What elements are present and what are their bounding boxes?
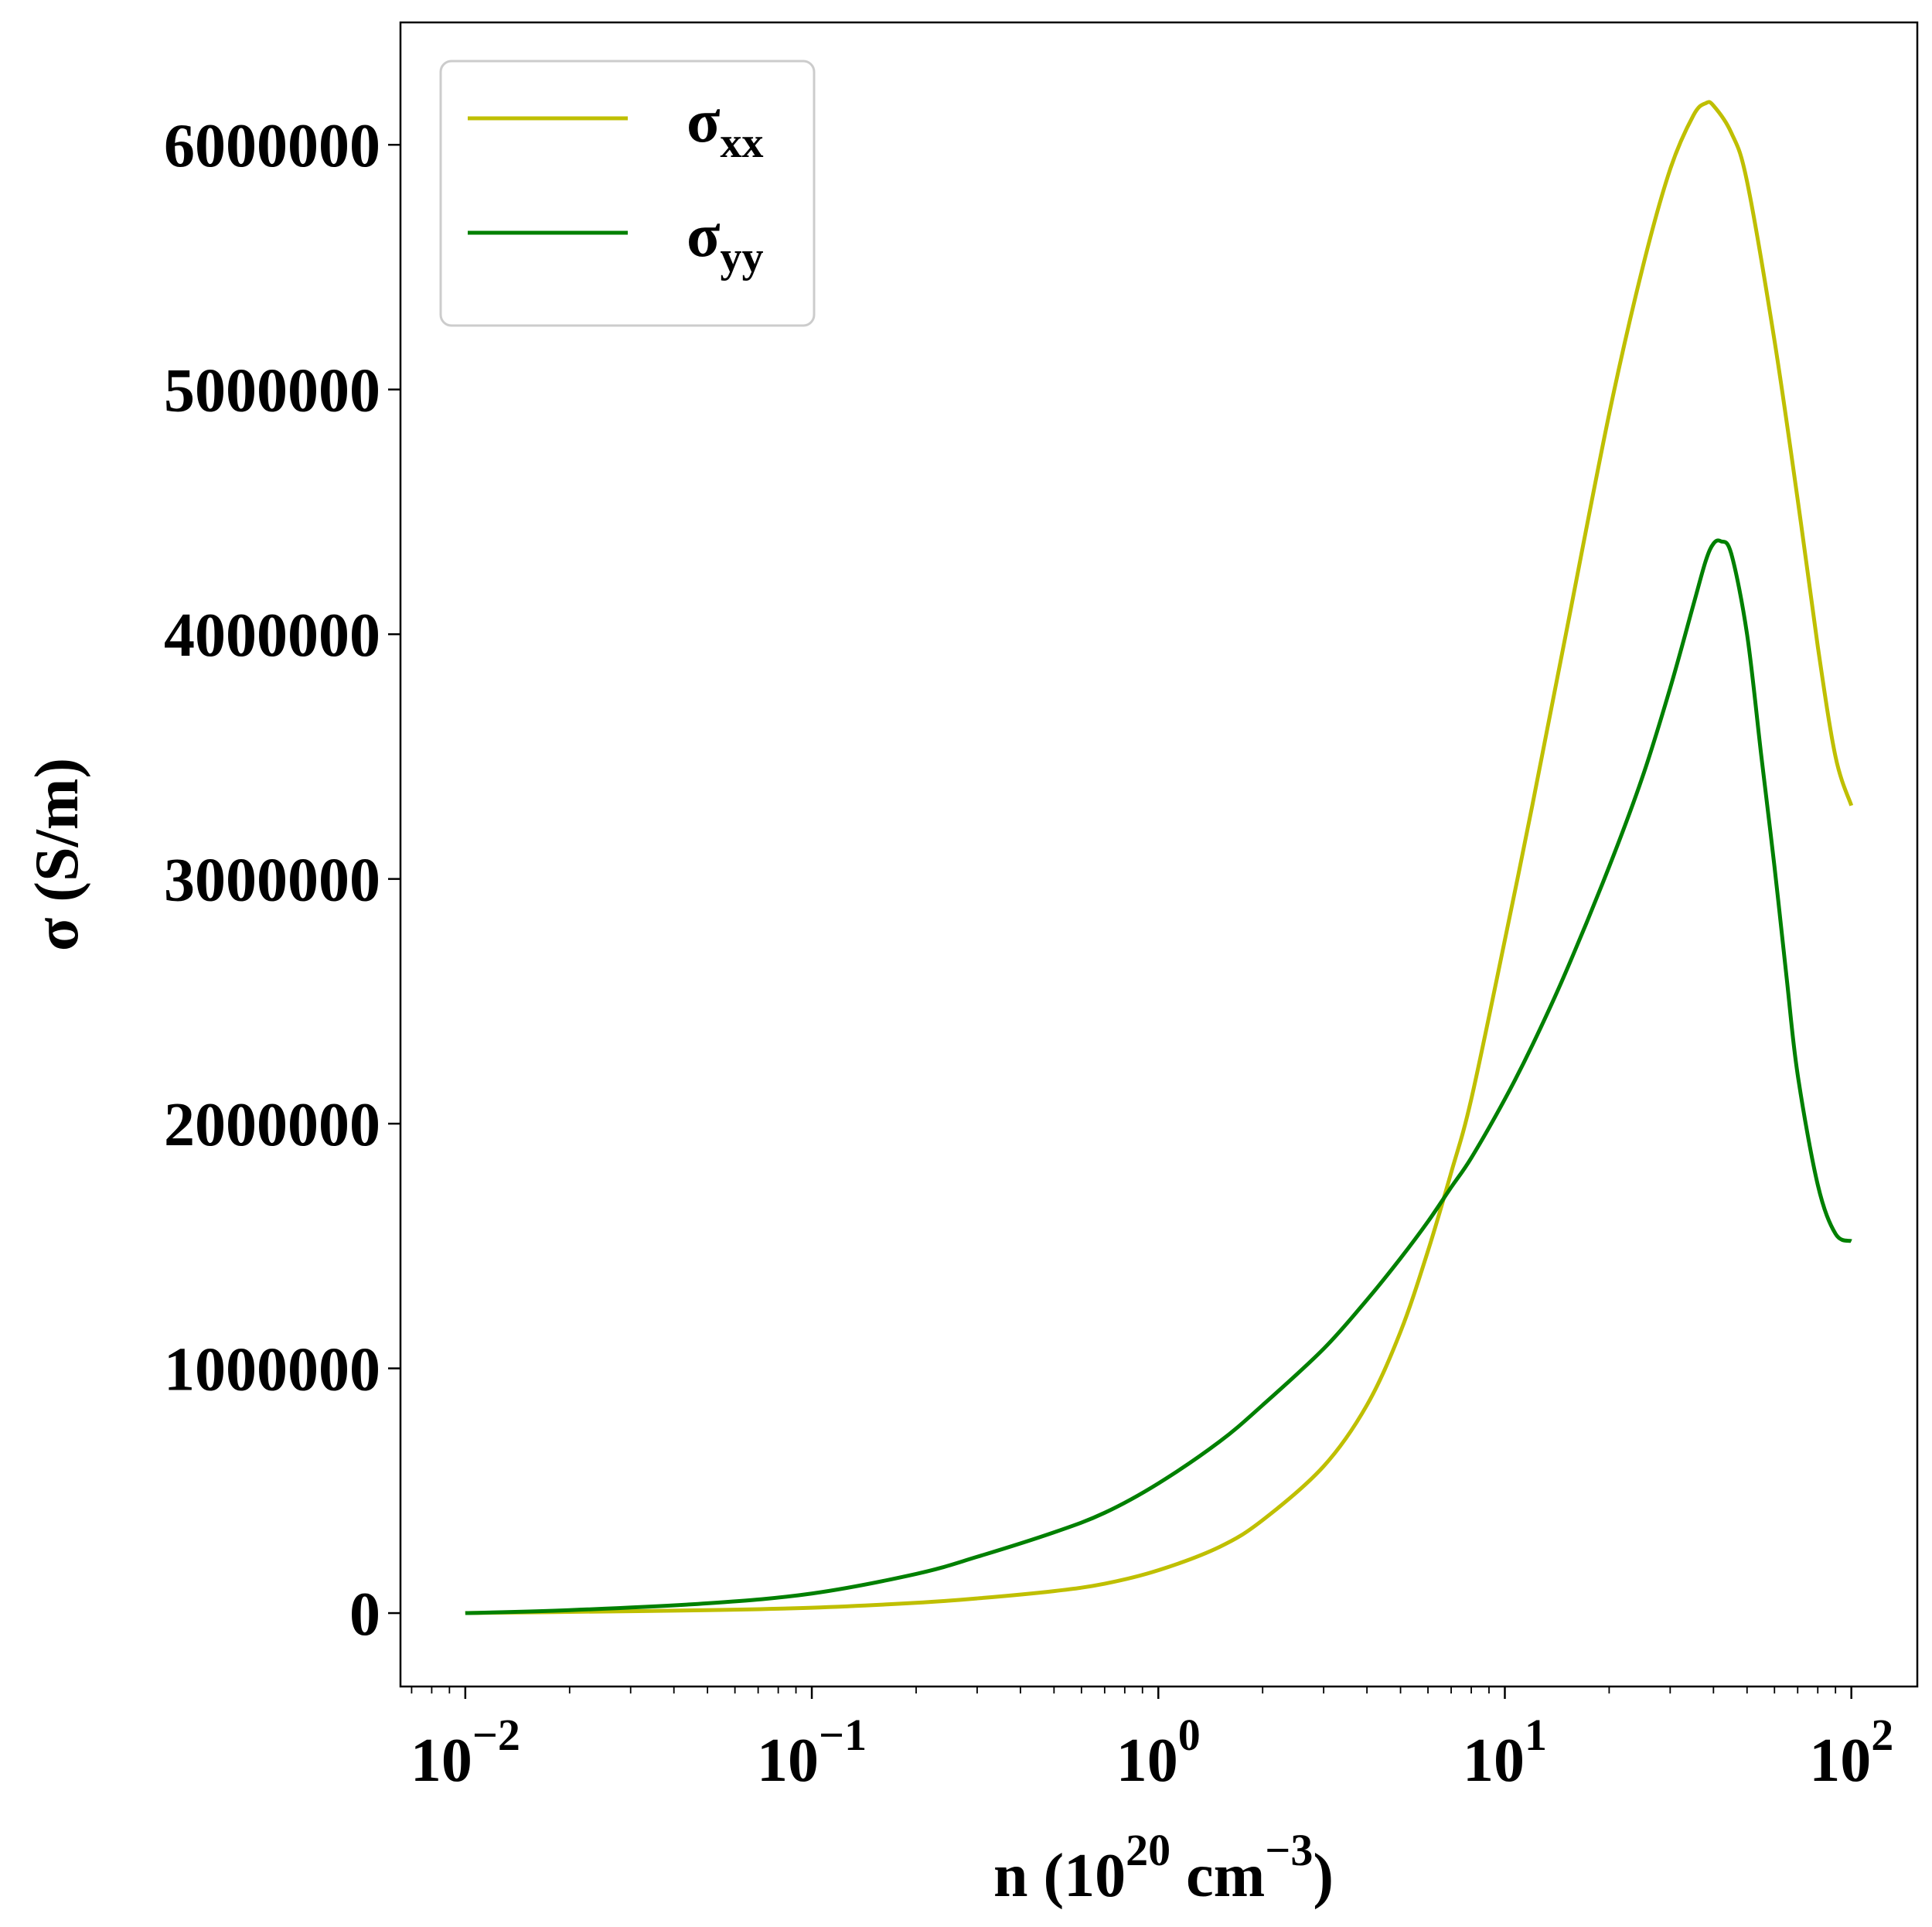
x-tick-label-exponent: 0 [1178,1710,1201,1760]
x-tick-label-exponent: −1 [819,1710,867,1760]
y-axis-title: σ (S/m) [23,758,91,951]
x-axis-title-exp1: 20 [1126,1825,1170,1875]
y-tick-label: 1000000 [164,1336,380,1404]
x-tick-label: 102 [1809,1710,1893,1795]
legend-label-sigma-xx: σxx [687,87,764,167]
x-axis-title-end: ) [1313,1842,1334,1910]
y-axis-ticks: 0 1000000 2000000 3000000 4000000 5000000 6000… [164,112,400,1649]
series-layer [465,100,1854,1615]
x-axis-title-exp2: −3 [1265,1825,1313,1875]
x-tick-label: 10−1 [757,1710,867,1795]
y-tick-label: 2000000 [164,1091,380,1159]
x-tick-label: 101 [1463,1710,1547,1795]
x-axis-title-main: n (10 [993,1842,1126,1910]
x-axis-title-mid: cm [1170,1842,1265,1910]
y-tick-label: 0 [349,1581,380,1649]
legend-box [439,60,816,327]
series-line-sigma-xx [465,100,1854,1615]
y-tick-label: 6000000 [164,112,380,180]
x-tick-label: 100 [1116,1710,1201,1795]
legend: σxx σyy [439,60,816,327]
x-tick-label-base: 10 [1809,1727,1871,1795]
x-tick-label-base: 10 [1463,1727,1525,1795]
x-tick-label-base: 10 [1116,1727,1178,1795]
y-tick-label: 4000000 [164,602,380,670]
y-tick-label: 5000000 [164,357,380,425]
x-axis-ticks: 10−2 10−1 100 101 102 [411,1687,1893,1795]
y-tick-label: 3000000 [164,847,380,915]
x-tick-label-exponent: 2 [1871,1710,1893,1760]
plot-frame [399,21,1919,1688]
x-axis-title: n (1020 cm−3) [993,1825,1334,1910]
x-tick-label-exponent: −2 [472,1710,520,1760]
x-tick-label-base: 10 [757,1727,819,1795]
series-line-sigma-yy [465,538,1852,1615]
x-tick-label-exponent: 1 [1525,1710,1547,1760]
x-tick-label-base: 10 [411,1727,472,1795]
x-tick-label: 10−2 [411,1710,520,1795]
legend-label-sigma-yy: σyy [687,202,764,281]
